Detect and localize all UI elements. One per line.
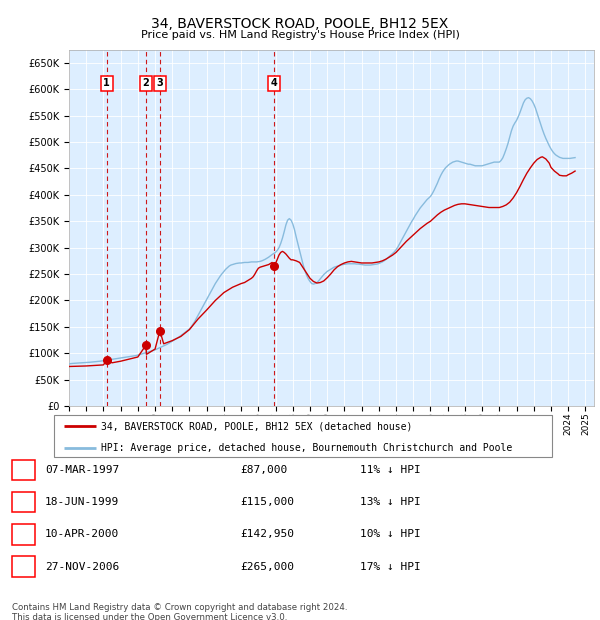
Text: £115,000: £115,000 bbox=[240, 497, 294, 507]
Text: 34, BAVERSTOCK ROAD, POOLE, BH12 5EX: 34, BAVERSTOCK ROAD, POOLE, BH12 5EX bbox=[151, 17, 449, 32]
Text: 07-MAR-1997: 07-MAR-1997 bbox=[45, 465, 119, 475]
Text: 4: 4 bbox=[19, 562, 28, 572]
Text: 1: 1 bbox=[103, 79, 110, 89]
Text: 2: 2 bbox=[20, 497, 27, 507]
Text: 13% ↓ HPI: 13% ↓ HPI bbox=[360, 497, 421, 507]
Text: 2: 2 bbox=[142, 79, 149, 89]
Text: 17% ↓ HPI: 17% ↓ HPI bbox=[360, 562, 421, 572]
Text: 4: 4 bbox=[271, 79, 277, 89]
Text: 10-APR-2000: 10-APR-2000 bbox=[45, 529, 119, 539]
FancyBboxPatch shape bbox=[54, 415, 552, 457]
Text: HPI: Average price, detached house, Bournemouth Christchurch and Poole: HPI: Average price, detached house, Bour… bbox=[101, 443, 512, 453]
Text: £265,000: £265,000 bbox=[240, 562, 294, 572]
Text: 27-NOV-2006: 27-NOV-2006 bbox=[45, 562, 119, 572]
Text: This data is licensed under the Open Government Licence v3.0.: This data is licensed under the Open Gov… bbox=[12, 613, 287, 620]
Text: 1: 1 bbox=[20, 465, 27, 475]
Text: 11% ↓ HPI: 11% ↓ HPI bbox=[360, 465, 421, 475]
Text: 10% ↓ HPI: 10% ↓ HPI bbox=[360, 529, 421, 539]
Text: Price paid vs. HM Land Registry's House Price Index (HPI): Price paid vs. HM Land Registry's House … bbox=[140, 30, 460, 40]
Text: Contains HM Land Registry data © Crown copyright and database right 2024.: Contains HM Land Registry data © Crown c… bbox=[12, 603, 347, 612]
Text: 3: 3 bbox=[157, 79, 163, 89]
Text: 34, BAVERSTOCK ROAD, POOLE, BH12 5EX (detached house): 34, BAVERSTOCK ROAD, POOLE, BH12 5EX (de… bbox=[101, 421, 413, 431]
Text: 3: 3 bbox=[20, 529, 27, 539]
Text: £142,950: £142,950 bbox=[240, 529, 294, 539]
Text: 18-JUN-1999: 18-JUN-1999 bbox=[45, 497, 119, 507]
Text: £87,000: £87,000 bbox=[240, 465, 287, 475]
